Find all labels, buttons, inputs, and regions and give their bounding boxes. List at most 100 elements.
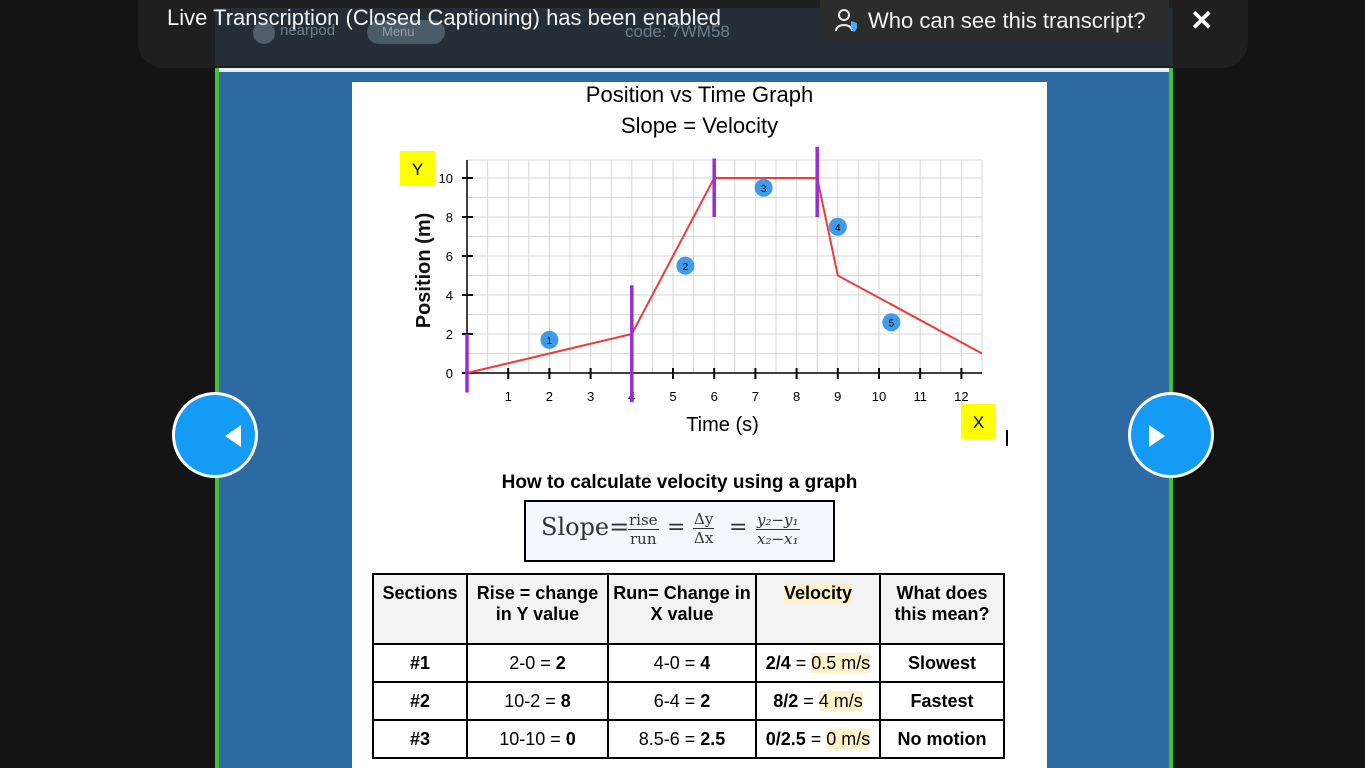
row-velocity: 0/2.5 = 0 m/s — [755, 719, 881, 759]
x-tick-label: 8 — [793, 389, 800, 404]
row-velocity-value: 4 m/s — [818, 690, 863, 711]
formula-run: run — [630, 530, 657, 548]
previous-slide-button[interactable] — [172, 392, 258, 478]
row-run-value: 4 — [700, 652, 711, 673]
table-header-row: Sections Rise = change in Y value Run= C… — [372, 573, 1005, 645]
row-section: #1 — [372, 643, 468, 683]
row-velocity-fraction: 0/2.5 — [765, 728, 806, 749]
y-tick-label: 0 — [446, 366, 453, 381]
header-velocity: Velocity — [755, 573, 881, 645]
row-velocity-value: 0 m/s — [826, 728, 871, 749]
y-tick-label: 4 — [446, 288, 453, 303]
join-code: code: 7WM58 — [625, 22, 730, 41]
row-velocity-value: 0.5 m/s — [811, 652, 871, 673]
row-velocity-fraction: 8/2 — [773, 690, 799, 711]
row-run: 4-0 = 4 — [607, 643, 757, 683]
row-run: 8.5-6 = 2.5 — [607, 719, 757, 759]
chevron-right-icon — [1149, 425, 1165, 447]
row-rise: 10-2 = 8 — [466, 681, 609, 721]
row-run-value: 2 — [700, 690, 711, 711]
x-tick-label: 11 — [913, 389, 927, 404]
row-velocity-equals: = — [805, 728, 827, 749]
slide-top-divider — [219, 68, 1169, 72]
x-tick-label: 2 — [546, 389, 553, 404]
y-axis-label: Position (m) — [413, 213, 435, 329]
section-marker — [754, 178, 773, 197]
section-marker-label: 1 — [547, 336, 553, 347]
row-rise-expr: 2-0 = — [509, 652, 556, 673]
row-rise: 10-10 = 0 — [466, 719, 609, 759]
row-rise-expr: 10-10 = — [499, 728, 566, 749]
formula-heading: How to calculate velocity using a graph — [501, 472, 858, 493]
formula-equals-1: = — [667, 515, 686, 540]
row-velocity-equals: = — [798, 690, 819, 711]
who-can-see-transcript-label: Who can see this transcript? — [868, 8, 1146, 33]
section-marker-label: 5 — [889, 318, 895, 329]
x-axis-tag — [961, 404, 996, 439]
row-meaning: Fastest — [879, 681, 1005, 721]
x-axis-tag-label: X — [973, 413, 984, 432]
formula-slope-label: Slope= — [541, 513, 630, 541]
x-tick-label: 7 — [752, 389, 759, 404]
section-marker-label: 3 — [761, 184, 767, 195]
row-rise: 2-0 = 2 — [466, 643, 609, 683]
caption-status-text: Live Transcription (Closed Captioning) h… — [167, 5, 722, 30]
formula-x-diff: x₂−x₁ — [757, 530, 799, 548]
section-marker-label: 2 — [683, 262, 689, 273]
y-tick-label: 8 — [446, 210, 453, 225]
section-marker — [540, 330, 559, 349]
row-rise-expr: 10-2 = — [504, 690, 561, 711]
formula-y-diff: y₂−y₁ — [756, 511, 800, 530]
x-tick-label: 10 — [872, 389, 886, 404]
formula-coords: y₂−y₁ x₂−x₁ — [756, 511, 800, 548]
position-line — [466, 177, 983, 374]
position-time-chart: 1234567891011120246810Time (s)Position (… — [400, 146, 996, 439]
x-tick-label: 3 — [587, 389, 594, 404]
section-marker — [828, 217, 847, 236]
y-axis-tag — [400, 151, 435, 186]
row-velocity-equals: = — [790, 652, 812, 673]
x-axis-label: Time (s) — [686, 414, 759, 436]
row-run-expr: 6-4 = — [653, 690, 701, 711]
next-slide-button[interactable] — [1128, 392, 1214, 478]
row-velocity-fraction: 2/4 — [765, 652, 791, 673]
row-section: #3 — [372, 719, 468, 759]
table-row: #2 10-2 = 8 6-4 = 2 8/2 = 4 m/s Fastest — [372, 681, 1005, 721]
row-velocity: 8/2 = 4 m/s — [755, 681, 881, 721]
row-section: #2 — [372, 681, 468, 721]
person-shield-icon — [835, 9, 857, 32]
y-axis-tag-label: Y — [412, 160, 423, 179]
formula-dx: Δx — [694, 529, 714, 547]
velocity-table: Sections Rise = change in Y value Run= C… — [372, 573, 1005, 759]
section-marker-label: 4 — [835, 223, 841, 234]
who-can-see-transcript-button[interactable]: Who can see this transcript? — [820, 0, 1169, 42]
table-row: #3 10-10 = 0 8.5-6 = 2.5 0/2.5 = 0 m/s N… — [372, 719, 1005, 759]
nearpod-logo-text: nearpod — [280, 22, 336, 39]
row-rise-value: 2 — [555, 652, 566, 673]
section-marker — [676, 256, 695, 275]
x-tick-label: 5 — [669, 389, 676, 404]
header-rise: Rise = change in Y value — [466, 573, 609, 645]
header-run: Run= Change in X value — [607, 573, 757, 645]
menu-button[interactable] — [367, 20, 445, 44]
formula-rise-run: rise run — [628, 511, 659, 548]
row-rise-value: 0 — [565, 728, 576, 749]
y-tick-label: 2 — [446, 327, 453, 342]
formula-rise: rise — [628, 511, 659, 530]
row-run: 6-4 = 2 — [607, 681, 757, 721]
x-tick-label: 9 — [834, 389, 841, 404]
header-velocity-label: Velocity — [783, 583, 853, 603]
formula-delta: Δy Δx — [693, 510, 715, 547]
formula-dy: Δy — [693, 510, 715, 529]
slide-title: Position vs Time Graph — [585, 82, 814, 107]
nearpod-logo-icon — [253, 22, 275, 44]
y-tick-label: 10 — [439, 171, 453, 186]
row-meaning: Slowest — [879, 643, 1005, 683]
close-caption-button[interactable]: ✕ — [1190, 5, 1214, 36]
table-row: #1 2-0 = 2 4-0 = 4 2/4 = 0.5 m/s Slowest — [372, 643, 1005, 683]
header-meaning: What does this mean? — [879, 573, 1005, 645]
row-run-expr: 4-0 = — [653, 652, 701, 673]
x-tick-label: 6 — [711, 389, 718, 404]
y-tick-label: 6 — [446, 249, 453, 264]
menu-button-label: Menu — [382, 24, 415, 39]
